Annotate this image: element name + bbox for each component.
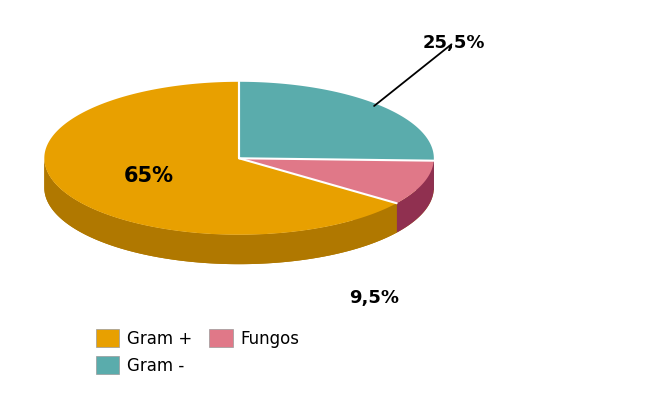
Polygon shape xyxy=(239,158,434,203)
Text: 9,5%: 9,5% xyxy=(349,288,399,307)
Polygon shape xyxy=(44,159,396,264)
Text: 25,5%: 25,5% xyxy=(422,34,485,52)
Polygon shape xyxy=(239,158,434,190)
Polygon shape xyxy=(239,158,396,233)
Polygon shape xyxy=(44,158,434,264)
Text: 65%: 65% xyxy=(124,166,174,186)
Polygon shape xyxy=(44,82,396,235)
Polygon shape xyxy=(239,158,434,190)
Polygon shape xyxy=(239,82,434,161)
Polygon shape xyxy=(396,161,434,233)
Polygon shape xyxy=(239,158,396,233)
Legend: Gram +, Gram -, Fungos: Gram +, Gram -, Fungos xyxy=(89,322,306,381)
